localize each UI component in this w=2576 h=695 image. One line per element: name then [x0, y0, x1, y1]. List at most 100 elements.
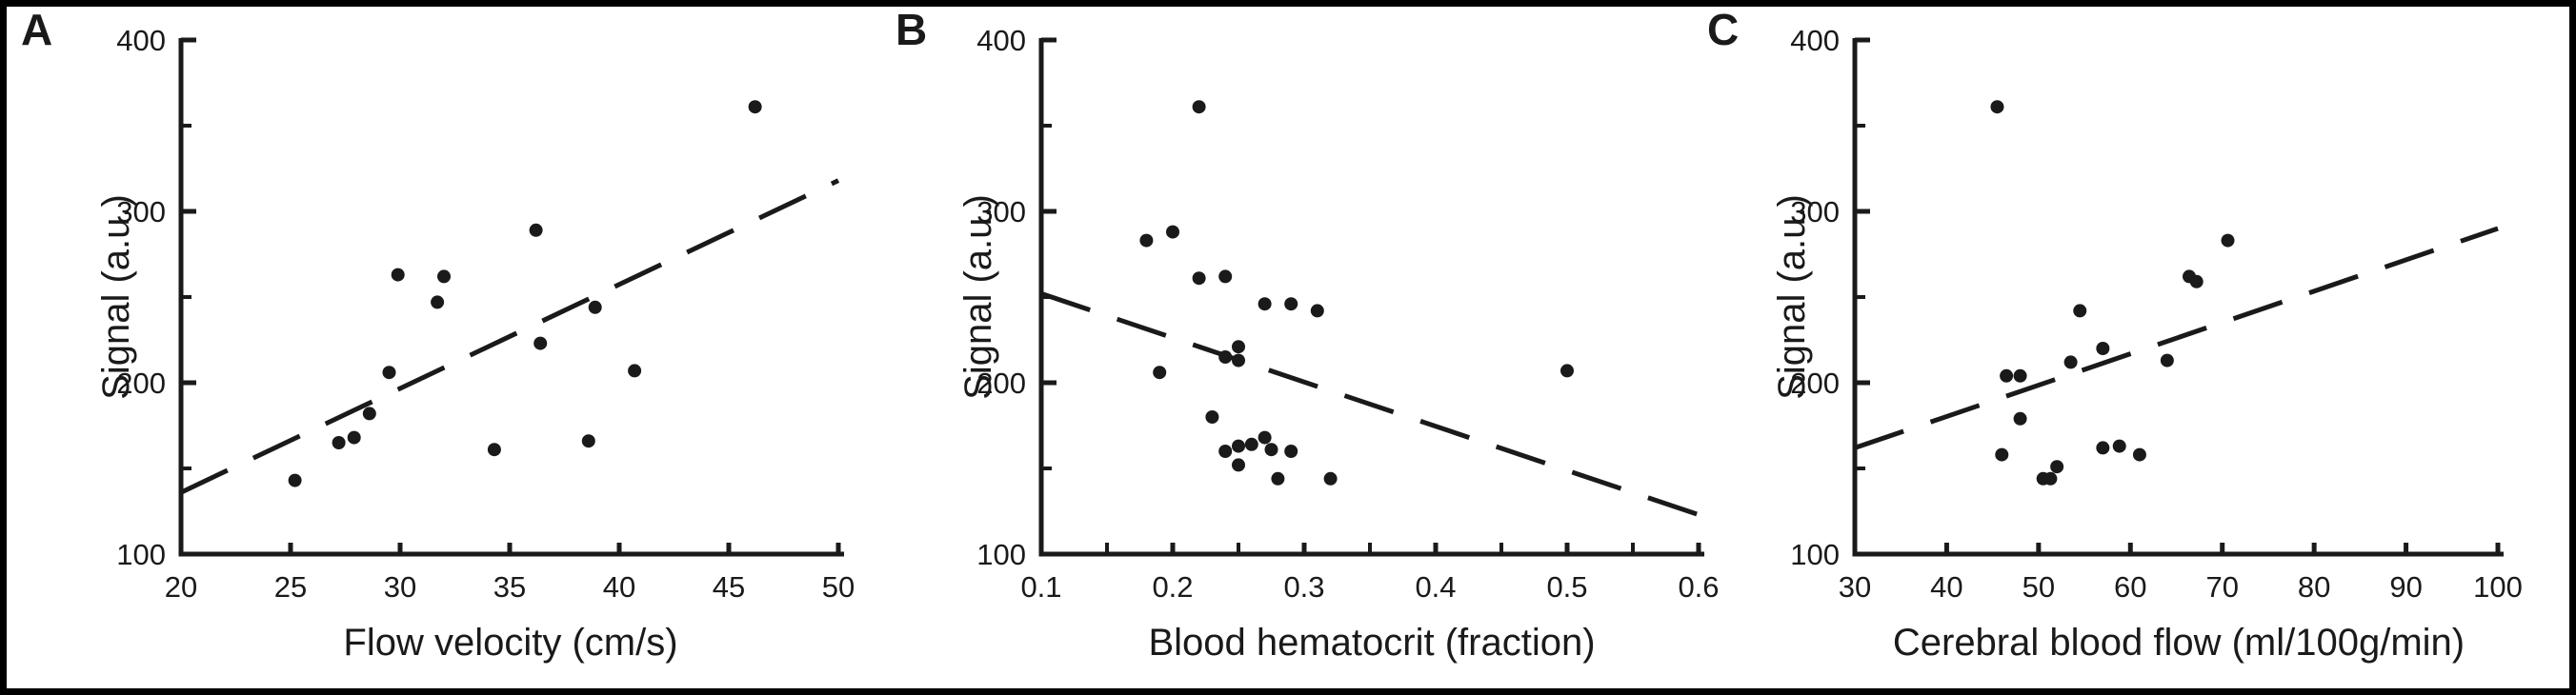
- data-point: [2112, 439, 2126, 453]
- x-tick-label: 0.5: [1546, 570, 1587, 604]
- x-tick-label: 0.6: [1678, 570, 1719, 604]
- data-point: [2050, 460, 2064, 474]
- x-tick-label: 25: [274, 570, 307, 604]
- data-point: [1264, 443, 1278, 457]
- data-point: [1258, 430, 1272, 445]
- x-tick-label: 50: [2023, 570, 2055, 604]
- data-point: [1323, 471, 1338, 486]
- y-tick-label: 300: [976, 195, 1026, 228]
- data-point: [1232, 340, 1245, 354]
- data-point: [2063, 355, 2078, 369]
- data-point: [1232, 439, 1245, 453]
- x-tick-label: 70: [2205, 570, 2238, 604]
- x-tick-label: 20: [165, 570, 197, 604]
- data-point: [529, 223, 543, 237]
- x-tick-label: 60: [2114, 570, 2146, 604]
- data-point: [581, 434, 595, 448]
- data-point: [2013, 411, 2027, 426]
- data-point: [347, 430, 361, 445]
- data-point: [748, 100, 762, 114]
- x-tick-label: 0.4: [1415, 570, 1456, 604]
- data-point: [487, 443, 501, 457]
- data-point: [1218, 269, 1233, 284]
- x-tick-label: 45: [713, 570, 745, 604]
- data-point: [1258, 297, 1272, 311]
- data-point: [288, 473, 302, 487]
- trend-line: [1040, 291, 1700, 517]
- data-point: [1166, 225, 1179, 239]
- trend-line: [1854, 226, 2499, 450]
- data-point: [437, 269, 451, 284]
- y-tick-label: 100: [976, 538, 1026, 571]
- panel-letter-a: A: [21, 5, 53, 54]
- y-tick-label: 200: [1790, 367, 1840, 400]
- data-point: [1310, 304, 1324, 318]
- y-tick-label: 300: [116, 195, 166, 228]
- x-tick-label: 40: [1930, 570, 1962, 604]
- data-point: [2132, 447, 2146, 462]
- x-tick-label: 0.1: [1020, 570, 1061, 604]
- data-point: [1271, 471, 1285, 486]
- data-point: [1244, 437, 1258, 451]
- data-point: [1232, 458, 1245, 472]
- y-tick-label: 100: [116, 538, 166, 571]
- x-tick-label: 40: [603, 570, 635, 604]
- panel-letter-b: B: [896, 5, 928, 54]
- x-axis-title-c: Cerebral blood flow (ml/100g/min): [1892, 622, 2465, 664]
- y-tick-label: 200: [976, 367, 1026, 400]
- x-tick-label: 80: [2298, 570, 2330, 604]
- data-point: [1560, 364, 1574, 378]
- x-axis-title-a: Flow velocity (cm/s): [343, 622, 678, 664]
- data-point: [1995, 447, 2009, 462]
- y-tick-label: 400: [116, 24, 166, 57]
- y-axis-title-b: Signal (a.u.): [957, 194, 999, 400]
- data-point: [1990, 100, 2004, 114]
- panel-letter-c: C: [1707, 5, 1740, 54]
- data-point: [2189, 274, 2204, 288]
- data-point: [332, 436, 346, 449]
- x-tick-label: 30: [384, 570, 416, 604]
- data-point: [1284, 297, 1298, 311]
- data-point: [1232, 353, 1245, 367]
- x-tick-label: 0.2: [1152, 570, 1193, 604]
- data-point: [2096, 342, 2110, 355]
- y-axis-title-a: Signal (a.u.): [95, 194, 137, 400]
- data-point: [391, 268, 405, 282]
- y-tick-label: 100: [1790, 538, 1840, 571]
- data-point: [1192, 271, 1206, 286]
- data-point: [2000, 368, 2014, 383]
- data-point: [2043, 471, 2058, 486]
- data-point: [2013, 368, 2027, 383]
- data-point: [362, 407, 376, 421]
- data-point: [2221, 233, 2235, 248]
- trend-line: [179, 178, 840, 495]
- data-point: [2096, 441, 2110, 455]
- y-axis-title-c: Signal (a.u.): [1771, 194, 1813, 400]
- data-point: [533, 336, 548, 350]
- x-axis-title-b: Blood hematocrit (fraction): [1148, 622, 1596, 664]
- x-tick-label: 35: [493, 570, 526, 604]
- data-point: [1192, 100, 1206, 114]
- y-tick-label: 200: [116, 367, 166, 400]
- data-point: [1218, 350, 1233, 364]
- x-tick-label: 50: [822, 570, 855, 604]
- data-point: [1153, 366, 1167, 380]
- data-point: [1218, 445, 1233, 458]
- data-point: [2160, 353, 2174, 367]
- x-tick-label: 0.3: [1283, 570, 1324, 604]
- data-point: [2073, 304, 2087, 318]
- y-tick-label: 400: [976, 24, 1026, 57]
- data-point: [588, 300, 602, 314]
- x-tick-label: 90: [2389, 570, 2422, 604]
- y-tick-label: 400: [1790, 24, 1840, 57]
- x-tick-label: 100: [2473, 570, 2523, 604]
- data-point: [628, 364, 642, 378]
- data-point: [431, 295, 445, 309]
- data-point: [1205, 410, 1219, 424]
- data-point: [1139, 233, 1154, 248]
- data-point: [382, 366, 396, 380]
- x-tick-label: 30: [1839, 570, 1871, 604]
- y-tick-label: 300: [1790, 195, 1840, 228]
- data-point: [1284, 445, 1298, 458]
